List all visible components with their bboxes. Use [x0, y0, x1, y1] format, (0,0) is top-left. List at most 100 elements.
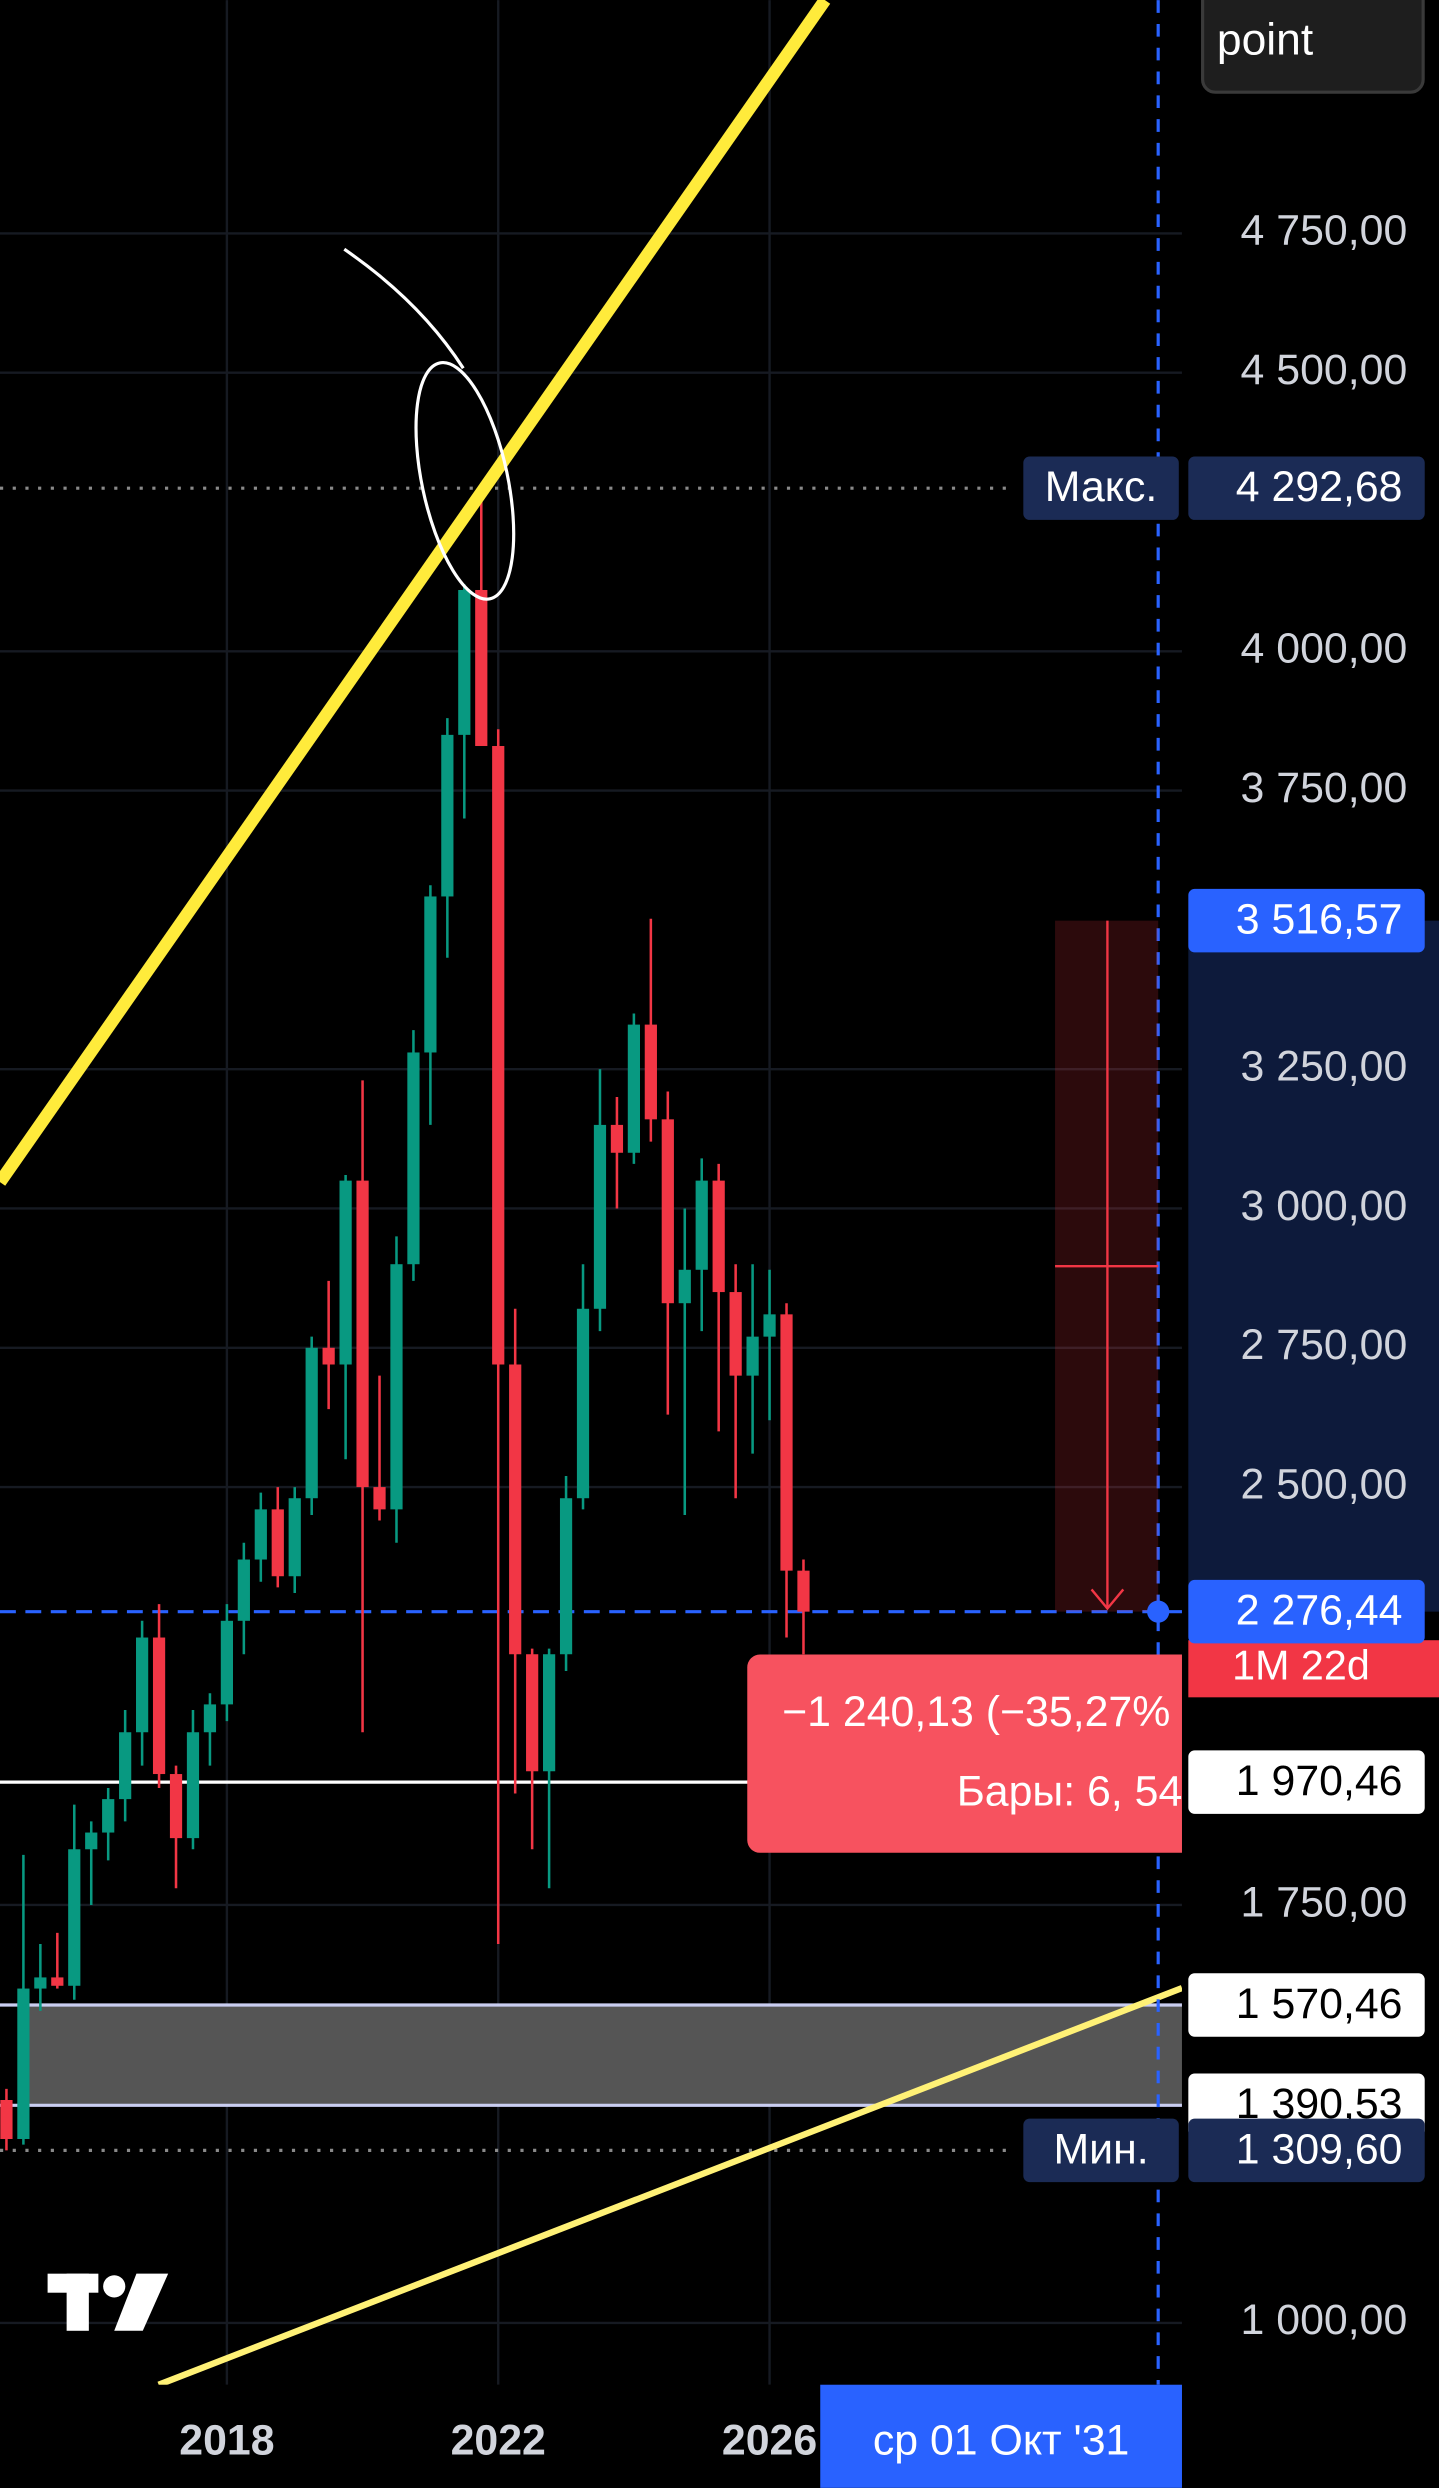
- drawings: [0, 0, 1184, 2388]
- price-dot: [1147, 1600, 1170, 1623]
- trend-line: [0, 0, 831, 1186]
- candle-body: [0, 2100, 13, 2140]
- y-tick-label: 4 000,00: [1241, 625, 1408, 673]
- candle-body: [542, 1654, 556, 1772]
- candle-body: [237, 1559, 250, 1621]
- price-axis: 1M 22d 4 750,00 4 500,00 4 000,00 3 750,00 3 …: [1181, 0, 1439, 2385]
- candle-body: [424, 896, 437, 1053]
- trend-line: [157, 1985, 1184, 2388]
- measure-tool: −1 240,13 (−35,27% Бары: 6, 54: [747, 920, 1224, 1853]
- candle-body: [407, 1052, 420, 1265]
- y-tick-label: 1 750,00: [1241, 1878, 1408, 1926]
- duration-label: 1M 22d: [1232, 1643, 1370, 1689]
- candle-body: [186, 1732, 200, 1839]
- price-label: 1 970,46: [1236, 1757, 1403, 1805]
- crosshair-date: ср 01 Окт '31: [873, 2417, 1130, 2465]
- hand-drawn-stroke: [343, 247, 465, 370]
- price-label-bg: [1188, 1750, 1425, 1814]
- price-tag-bg: [1023, 456, 1179, 520]
- time-axis: 2018 2022 2026 ср 01 Окт '31: [0, 2384, 1439, 2488]
- arrow-head: [1090, 1588, 1125, 1611]
- candle-body: [169, 1774, 183, 1839]
- toolbar-button[interactable]: point: [1201, 0, 1425, 94]
- x-tick-label: 2022: [451, 2417, 546, 2465]
- y-tick-label: 3 750,00: [1241, 764, 1408, 812]
- candle-body: [526, 1654, 539, 1772]
- price-label-bg: [1188, 888, 1425, 953]
- price-label: 4 292,68: [1236, 463, 1403, 511]
- candle-body: [509, 1364, 522, 1655]
- candle-body: [136, 1637, 149, 1733]
- price-label: 3 516,57: [1236, 896, 1403, 944]
- candle-body: [475, 589, 488, 747]
- candle-body: [559, 1498, 573, 1655]
- candle-body: [339, 1180, 352, 1365]
- candle-body: [763, 1314, 776, 1337]
- y-tick-label: 2 500,00: [1241, 1460, 1408, 1508]
- crosshair-date-bg: [820, 2384, 1182, 2488]
- y-tick-label: 3 250,00: [1241, 1042, 1408, 1090]
- candle-body: [305, 1347, 318, 1499]
- candle-body: [85, 1832, 98, 1850]
- measure-bars: Бары: 6, 54: [957, 1767, 1183, 1815]
- candle-body: [254, 1509, 267, 1560]
- candle-body: [729, 1292, 742, 1376]
- candle-body: [322, 1347, 335, 1365]
- candle-body: [288, 1498, 301, 1577]
- x-tick-label: 2018: [179, 2417, 274, 2465]
- grid: [0, 0, 1182, 2385]
- candle-body: [576, 1308, 590, 1499]
- candle-body: [356, 1180, 369, 1488]
- candle-body: [780, 1314, 793, 1571]
- x-tick-label: 2026: [722, 2417, 817, 2465]
- candle-body: [678, 1269, 691, 1304]
- price-label-bg: [1188, 456, 1425, 520]
- candle-body: [458, 589, 471, 735]
- tradingview-logo: [47, 2273, 169, 2331]
- price-label-bg: [1188, 1973, 1425, 2037]
- duration-bg: [1188, 1640, 1439, 1698]
- hand-drawn-circle: [414, 361, 516, 601]
- y-tick-label: 4 750,00: [1241, 207, 1408, 255]
- candle-body: [610, 1124, 624, 1153]
- candle-body: [51, 1977, 64, 1986]
- candles: [0, 488, 810, 2151]
- candle-body: [661, 1119, 674, 1304]
- candle-body: [712, 1180, 725, 1293]
- y-tick-label: 3 000,00: [1241, 1182, 1408, 1230]
- y-tick-label: 2 750,00: [1241, 1321, 1408, 1369]
- button-label[interactable]: point: [1217, 16, 1314, 65]
- candle-body: [797, 1570, 810, 1612]
- price-tag-bg: [1023, 2118, 1179, 2183]
- y-tick-label: 1 000,00: [1241, 2296, 1408, 2344]
- candle-body: [102, 1799, 115, 1833]
- candle-body: [119, 1732, 132, 1800]
- price-label-bg: [1188, 1579, 1425, 1644]
- price-label: 1 309,60: [1236, 2125, 1403, 2173]
- y-tick-label: 4 500,00: [1241, 346, 1408, 394]
- price-label: 2 276,44: [1236, 1587, 1403, 1635]
- price-label: 1 570,46: [1236, 1980, 1403, 2028]
- zone-layer: [0, 486, 1182, 2152]
- measure-label-bg: [747, 1654, 1224, 1853]
- candle-body: [593, 1124, 607, 1309]
- candle-body: [34, 1977, 47, 1989]
- price-label-bg: [1188, 2118, 1425, 2183]
- candle-body: [390, 1264, 403, 1510]
- candle-body: [746, 1336, 759, 1376]
- candle-body: [203, 1704, 217, 1733]
- candle-body: [492, 746, 505, 1365]
- zone: [28, 2005, 1182, 2106]
- candle-body: [441, 734, 454, 897]
- candle-body: [627, 1024, 640, 1153]
- measure-change: −1 240,13 (−35,27%: [782, 1688, 1170, 1736]
- candle-body: [220, 1620, 234, 1705]
- price-tag: Мин.: [1053, 2125, 1148, 2173]
- candle-body: [644, 1024, 657, 1120]
- price-tag: Макс.: [1045, 463, 1158, 511]
- button-bg[interactable]: [1201, 0, 1425, 94]
- axis-highlight: [1188, 920, 1439, 1612]
- candle-body: [271, 1509, 284, 1577]
